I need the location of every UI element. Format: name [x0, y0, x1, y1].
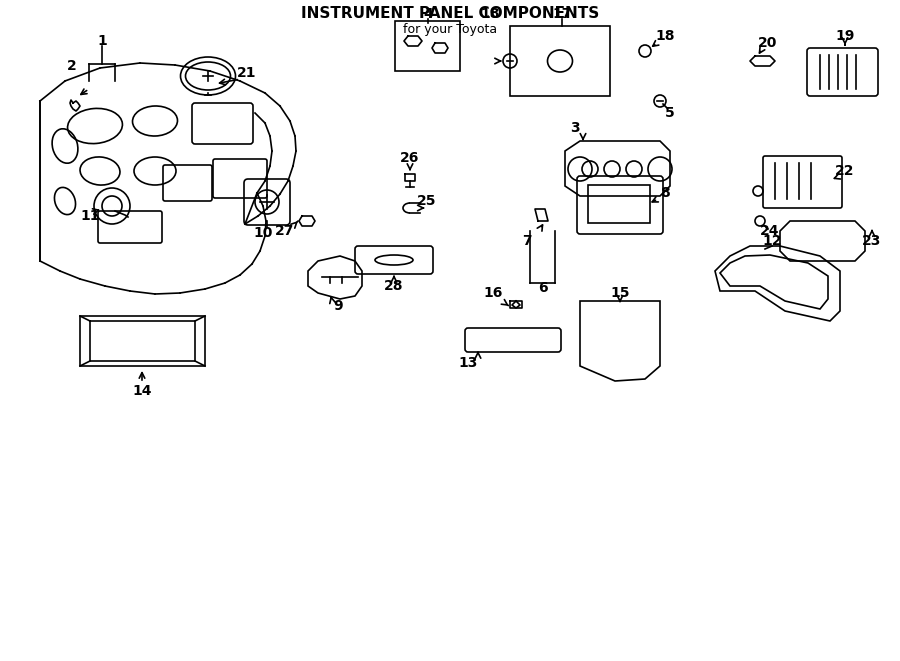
Text: 16: 16: [483, 286, 503, 300]
Text: 1: 1: [97, 34, 107, 48]
Text: 13: 13: [458, 356, 478, 370]
Text: 23: 23: [862, 234, 882, 248]
Text: 19: 19: [835, 29, 855, 43]
Text: 9: 9: [333, 299, 343, 313]
Bar: [395, 21, 460, 71]
Text: 25: 25: [418, 194, 436, 208]
Text: 17: 17: [553, 7, 572, 21]
Text: 28: 28: [384, 279, 404, 293]
Text: 22: 22: [835, 164, 855, 178]
Text: 18: 18: [481, 7, 500, 21]
Text: 24: 24: [760, 224, 779, 238]
Text: 2: 2: [68, 59, 76, 73]
Text: 6: 6: [538, 281, 548, 295]
Text: 20: 20: [759, 36, 778, 50]
Text: 4: 4: [423, 7, 433, 21]
Text: 26: 26: [400, 151, 419, 165]
Text: 18: 18: [655, 29, 675, 43]
Text: 21: 21: [238, 66, 256, 80]
Text: 3: 3: [571, 121, 580, 135]
Text: 10: 10: [253, 226, 273, 240]
Text: 27: 27: [275, 224, 294, 238]
Text: 5: 5: [665, 106, 675, 120]
Text: 8: 8: [660, 186, 670, 200]
Text: 7: 7: [522, 234, 532, 248]
Text: 11: 11: [80, 209, 100, 223]
Bar: [510, 26, 610, 96]
Text: INSTRUMENT PANEL COMPONENTS: INSTRUMENT PANEL COMPONENTS: [301, 5, 599, 20]
Bar: [588, 185, 650, 223]
Text: 12: 12: [762, 234, 782, 248]
Text: for your Toyota: for your Toyota: [403, 22, 497, 36]
Text: 14: 14: [132, 384, 152, 398]
Text: 15: 15: [610, 286, 630, 300]
